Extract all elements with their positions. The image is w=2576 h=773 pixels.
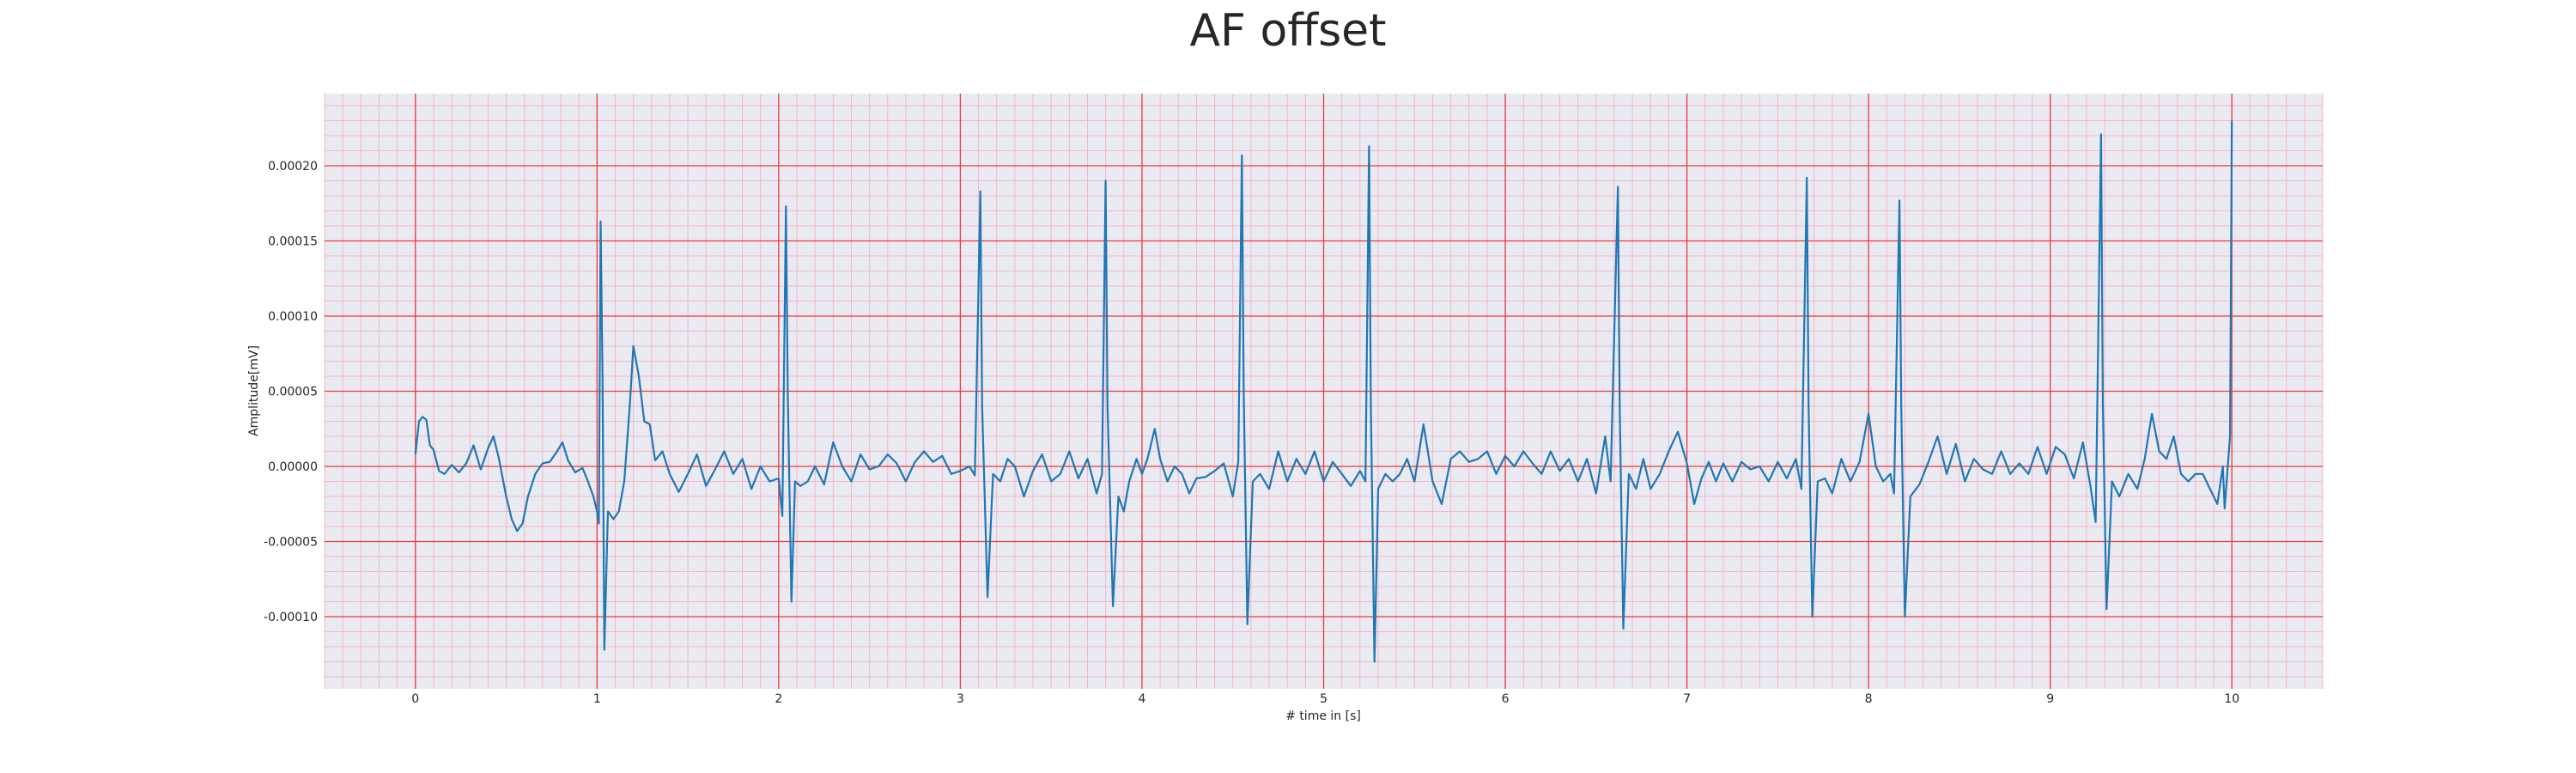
- x-tick-label: 3: [957, 692, 964, 706]
- x-tick-label: 5: [1320, 692, 1327, 706]
- x-tick-label: 10: [2224, 692, 2239, 706]
- y-tick-labels: -0.00010 -0.00005 0.00000 0.00005 0.00010 0.0…: [264, 160, 318, 624]
- major-grid: [325, 94, 2323, 689]
- x-axis-label: # time in [s]: [1285, 709, 1361, 723]
- x-tick-label: 0: [411, 692, 419, 706]
- y-tick-label: 0.00020: [268, 160, 318, 173]
- x-tick-label: 1: [593, 692, 601, 706]
- x-tick-label: 9: [2046, 692, 2054, 706]
- chart-title: AF offset: [1189, 5, 1387, 57]
- y-axis-label: Amplitude[mV]: [247, 345, 261, 436]
- x-tick-label: 8: [1865, 692, 1873, 706]
- y-tick-label: 0.00010: [268, 310, 318, 324]
- y-tick-label: -0.00005: [264, 536, 318, 550]
- y-tick-label: 0.00000: [268, 460, 318, 474]
- y-tick-label: -0.00010: [264, 611, 318, 624]
- x-tick-label: 7: [1683, 692, 1691, 706]
- series-layer: [414, 120, 2233, 663]
- x-tick-label: 2: [775, 692, 782, 706]
- x-tick-label: 6: [1502, 692, 1510, 706]
- x-tick-label: 4: [1138, 692, 1145, 706]
- x-tick-labels: 0 1 2 3 4 5 6 7 8 9 10: [411, 692, 2239, 706]
- y-tick-label: 0.00015: [268, 235, 318, 249]
- y-tick-label: 0.00005: [268, 386, 318, 399]
- ecg-series-line: [414, 120, 2233, 663]
